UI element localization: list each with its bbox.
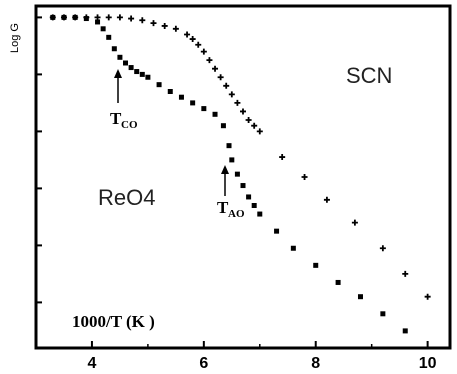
reo4-data-point — [72, 14, 78, 20]
scn-data-point — [189, 36, 196, 43]
scn-data-point — [139, 17, 146, 24]
scn-data-point — [245, 117, 252, 123]
reo4-data-point — [95, 19, 101, 25]
reo4-data-point — [167, 89, 173, 94]
scn-data-point — [228, 91, 235, 98]
scn-data-point — [323, 196, 330, 203]
reo4-data-point — [229, 157, 235, 163]
x-tick-label-2: 8 — [311, 355, 320, 372]
y-axis-label: Log G — [9, 23, 21, 53]
reo4-data-point — [257, 211, 263, 217]
scn-data-point — [172, 25, 179, 32]
reo4-data-point — [123, 60, 129, 66]
x-axis-caption: 1000/T (K ) — [72, 312, 155, 331]
scn-data-point — [184, 31, 191, 38]
reo4-data-point — [246, 194, 252, 200]
scn-label: SCN — [346, 63, 392, 88]
scn-data-point — [195, 41, 202, 48]
reo4-data-point — [61, 14, 67, 20]
tco-label: T — [110, 109, 122, 128]
reo4-data-point — [212, 111, 218, 117]
tao-label: T — [217, 198, 229, 217]
scn-data-point — [94, 14, 101, 21]
x-tick-label-0: 4 — [87, 355, 96, 372]
reo4-data-point — [100, 26, 106, 32]
plot-frame — [34, 4, 452, 350]
scn-data-point — [240, 108, 246, 115]
reo4-data-point — [190, 100, 196, 106]
reo4-data-point — [156, 82, 162, 88]
tao-arrow — [221, 165, 229, 196]
scn-data-point — [105, 14, 112, 21]
x-tick-label-1: 6 — [199, 355, 208, 372]
reo4-data-point — [290, 245, 296, 251]
scn-data-point — [128, 15, 135, 22]
scn-data-point — [116, 14, 123, 21]
reo4-data-point — [220, 123, 226, 129]
scn-data-point — [251, 122, 258, 129]
reo4-data-point — [380, 311, 386, 317]
series-scn — [49, 14, 431, 300]
scn-data-point — [424, 293, 431, 300]
y-tick-marks — [36, 16, 42, 304]
scn-data-point — [279, 154, 286, 161]
reo4-data-point — [178, 94, 184, 100]
scn-data-point — [223, 82, 230, 89]
reo4-data-point — [251, 203, 257, 208]
scn-data-point — [206, 57, 213, 64]
x-tick-marks: 4 6 8 10 — [35, 341, 437, 372]
reo4-data-point — [402, 328, 408, 334]
scn-data-point — [402, 270, 409, 277]
series-reo4 — [50, 14, 408, 334]
reo4-data-point — [274, 228, 280, 234]
reo4-label: ReO4 — [98, 185, 155, 210]
scn-data-point — [217, 74, 224, 81]
tco-subscript: CO — [121, 119, 138, 131]
scn-data-point — [351, 219, 358, 226]
reo4-data-point — [145, 74, 151, 80]
reo4-data-point — [50, 14, 56, 20]
reo4-data-point — [226, 143, 232, 149]
x-tick-label-3: 10 — [419, 355, 437, 372]
scn-data-point — [379, 245, 386, 252]
reo4-data-point — [313, 262, 319, 268]
scn-data-point — [256, 128, 263, 135]
scn-data-point — [150, 20, 157, 27]
reo4-data-point — [357, 294, 363, 300]
reo4-data-point — [83, 16, 89, 22]
scn-data-point — [200, 48, 207, 55]
reo4-data-point — [128, 65, 134, 71]
reo4-data-point — [139, 71, 145, 77]
tao-subscript: AO — [228, 208, 245, 220]
reo4-data-point — [240, 183, 246, 189]
reo4-data-point — [335, 279, 341, 285]
scn-data-point — [212, 65, 219, 72]
tco-arrow — [114, 69, 122, 103]
reo4-data-point — [201, 106, 207, 112]
scn-data-point — [301, 174, 308, 180]
reo4-data-point — [134, 69, 140, 75]
reo4-data-point — [111, 46, 117, 52]
reo4-data-point — [234, 171, 240, 177]
reo4-data-point — [117, 54, 123, 60]
reo4-data-point — [106, 34, 112, 40]
scn-data-point — [234, 99, 241, 106]
scn-data-point — [161, 22, 168, 29]
